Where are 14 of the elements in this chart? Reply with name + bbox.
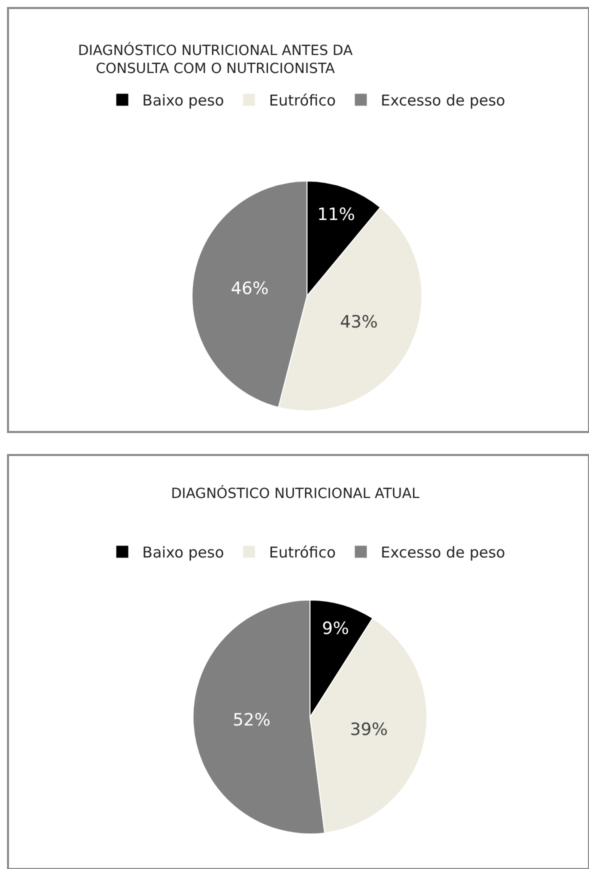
data-label: 52%: [232, 710, 271, 731]
chart-title: DIAGNÓSTICO NUTRICIONAL ANTES DA CONSULTA COM O NUTRICIONISTA: [78, 42, 354, 78]
legend-label: Excesso de peso: [380, 544, 506, 562]
legend-label: Eutrófico: [269, 544, 336, 562]
data-label: 46%: [230, 278, 269, 299]
data-label: 9%: [322, 619, 350, 640]
legend-label: Excesso de peso: [380, 92, 506, 110]
data-label: 11%: [317, 205, 355, 226]
data-label: 43%: [340, 312, 378, 332]
chart-title: DIAGNÓSTICO NUTRICIONAL ATUAL: [171, 485, 420, 502]
data-label: 39%: [350, 720, 388, 740]
legend-label: Baixo peso: [142, 544, 224, 562]
legend-label: Eutrófico: [269, 92, 336, 110]
legend-label: Baixo peso: [142, 92, 224, 110]
